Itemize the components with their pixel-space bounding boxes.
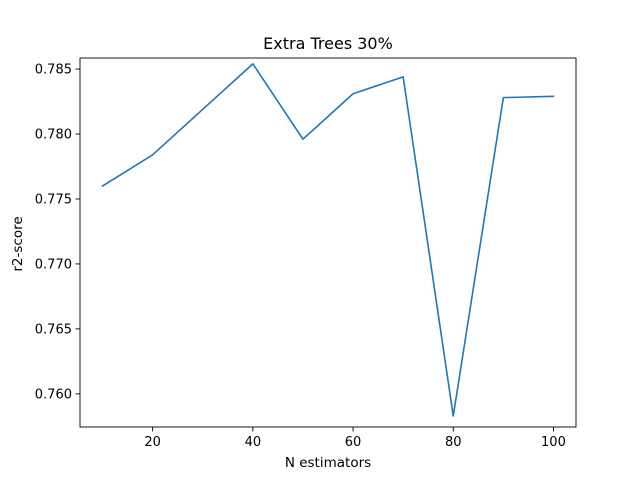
x-tick-label: 80 [445, 435, 462, 450]
axes-frame [79, 57, 577, 428]
y-tick-label: 0.785 [35, 63, 72, 78]
y-tick-label: 0.770 [35, 257, 72, 272]
y-tick-label: 0.780 [35, 128, 72, 143]
y-tick-label: 0.765 [35, 322, 72, 337]
y-tick-label: 0.775 [35, 192, 72, 207]
x-tick-label: 40 [245, 435, 262, 450]
y-axis-label: r2-score [10, 216, 26, 271]
series-line-0 [101, 63, 555, 417]
y-tick-label: 0.760 [35, 387, 72, 402]
x-tick-label: 100 [541, 435, 566, 450]
plot-area: 20 40 60 80 100 0.760 0.765 0.770 0.775 0.780 0.78… [35, 57, 577, 450]
x-tick-label: 60 [345, 435, 362, 450]
x-tick-label: 20 [144, 435, 161, 450]
chart-title: Extra Trees 30% [263, 34, 393, 53]
x-axis-label: N estimators [285, 455, 371, 471]
